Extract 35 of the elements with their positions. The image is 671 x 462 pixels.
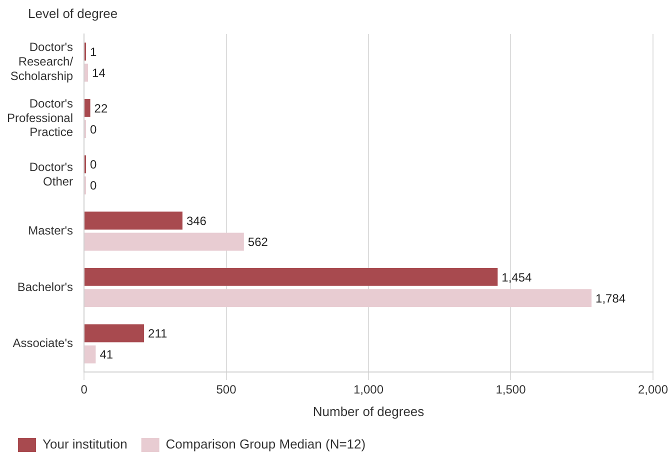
bar [84,232,244,251]
data-label: 41 [100,348,114,362]
x-tick-label: 1,500 [496,382,526,397]
data-label: 1,454 [502,270,532,284]
data-label: 1,784 [596,291,626,306]
data-label: 0 [90,158,98,172]
x-axis-title: Number of degrees [312,404,425,419]
y-axis-title: Level of degree [28,6,118,21]
y-tick-label: Doctor's Other [29,160,74,188]
x-tick-label: 0 [80,382,88,397]
data-label: 346 [186,214,207,228]
bar [84,324,144,342]
bar [84,268,498,286]
bar [84,64,88,82]
x-tick-label: 2,000 [638,382,668,397]
legend-label: Your institution [42,436,128,452]
y-tick-label: Doctor's Professional Practice [6,96,74,140]
data-label: 1 [90,44,98,59]
x-tick-label: 500 [216,382,237,397]
data-label: 22 [94,101,108,116]
y-tick-label: Doctor's Research/ Scholarship [10,40,74,83]
y-tick-label: Master's [28,223,74,238]
y-tick-label: Bachelor's [17,280,74,294]
y-tick-label: Associate's [12,336,74,350]
data-label: 211 [148,326,168,341]
bar [84,345,96,364]
bar [84,212,182,230]
data-label: 562 [248,235,268,250]
bar [84,289,592,308]
data-label: 0 [90,122,98,136]
legend-label: Comparison Group Median (N=12) [166,436,366,452]
data-label: 0 [90,178,98,193]
data-label: 14 [92,66,106,80]
x-tick-label: 1,000 [353,382,384,397]
bar [84,98,90,117]
